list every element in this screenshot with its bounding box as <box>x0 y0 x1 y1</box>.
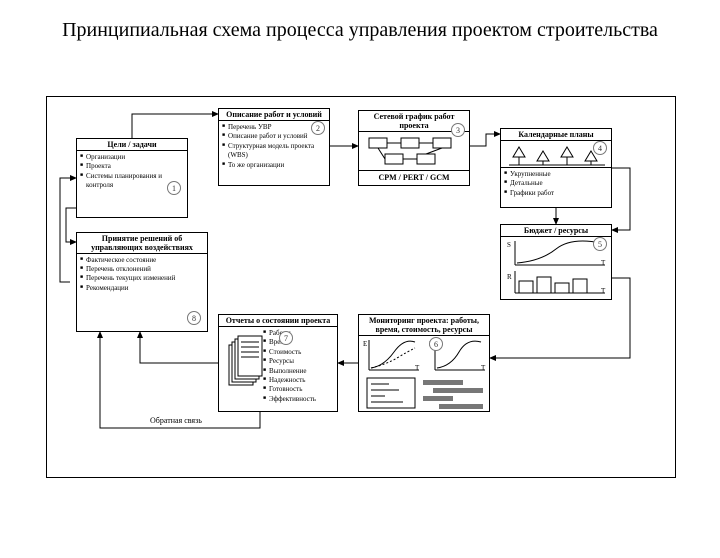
list-item: Время <box>263 338 337 347</box>
box-decisions-body: Фактическое состояние Перечень отклонени… <box>77 254 207 296</box>
box-desc: Описание работ и условий Перечень УВР Оп… <box>218 108 330 186</box>
list-item: Выполнение <box>263 367 337 376</box>
step-number: 5 <box>593 237 607 251</box>
box-calendar: Календарные планы Укрупненные Детальные … <box>500 128 612 208</box>
box-reports: Отчеты о состоянии проекта Работы Время … <box>218 314 338 412</box>
svg-text:R: R <box>507 273 512 281</box>
box-desc-title: Описание работ и условий <box>219 109 329 121</box>
reports-body: Работы Время Стоимость Ресурсы Выполнени… <box>219 327 337 407</box>
list-item: Детальные <box>504 179 608 188</box>
list-item: Работы <box>263 329 337 338</box>
svg-text:S: S <box>507 241 511 249</box>
step-number: 6 <box>429 337 443 351</box>
list-item: Графики работ <box>504 189 608 198</box>
step-number: 4 <box>593 141 607 155</box>
box-calendar-title: Календарные планы <box>501 129 611 141</box>
list-item: Перечень текущих изменений <box>80 274 204 283</box>
list-item: Готовность <box>263 385 337 394</box>
box-decisions-title: Принятие решений об управляющих воздейст… <box>77 233 207 254</box>
list-item: То же организации <box>222 161 326 170</box>
list-item: Рекомендации <box>80 284 204 293</box>
list-item: Стоимость <box>263 348 337 357</box>
box-goals: Цели / задачи Организации Проекта Систем… <box>76 138 188 218</box>
svg-text:T: T <box>481 364 486 372</box>
list-item: Фактическое состояние <box>80 256 204 265</box>
list-item: Укрупненные <box>504 170 608 179</box>
monitor-svg: E T E T <box>359 336 491 412</box>
list-item: Ресурсы <box>263 357 337 366</box>
box-decisions: Принятие решений об управляющих воздейст… <box>76 232 208 332</box>
list-item: Структурная модель проекта (WBS) <box>222 142 326 161</box>
box-budget: Бюджет / ресурсы S T R T 5 <box>500 224 612 300</box>
list-item: Проекта <box>80 162 184 171</box>
page-title: Принципиальная схема процесса управления… <box>40 18 680 43</box>
svg-text:T: T <box>415 364 420 372</box>
box-reports-title: Отчеты о состоянии проекта <box>219 315 337 327</box>
box-monitor: Мониторинг проекта: работы, время, стоим… <box>358 314 490 412</box>
svg-text:T: T <box>601 287 606 295</box>
list-item: Организации <box>80 153 184 162</box>
svg-text:T: T <box>601 259 606 267</box>
list-item: Перечень отклонений <box>80 265 204 274</box>
step-number: 8 <box>187 311 201 325</box>
network-diagram <box>359 132 469 170</box>
step-number: 2 <box>311 121 325 135</box>
step-number: 7 <box>279 331 293 345</box>
reports-stack-icon <box>219 327 263 407</box>
box-budget-title: Бюджет / ресурсы <box>501 225 611 237</box>
box-monitor-title: Мониторинг проекта: работы, время, стоим… <box>359 315 489 336</box>
network-svg <box>359 132 471 170</box>
network-footer: CPM / PERT / GCM <box>359 170 469 184</box>
list-item: Надежность <box>263 376 337 385</box>
box-goals-title: Цели / задачи <box>77 139 187 151</box>
box-calendar-body: Укрупненные Детальные Графики работ <box>501 168 611 200</box>
step-number: 3 <box>451 123 465 137</box>
list-item: Описание работ и условий <box>222 132 326 141</box>
svg-text:E: E <box>363 340 367 348</box>
feedback-label: Обратная связь <box>150 416 202 425</box>
box-network: Сетевой график работ проекта CPM / PERT … <box>358 110 470 186</box>
list-item: Эффективность <box>263 395 337 404</box>
step-number: 1 <box>167 181 181 195</box>
monitor-chart: E T E T <box>359 336 489 417</box>
